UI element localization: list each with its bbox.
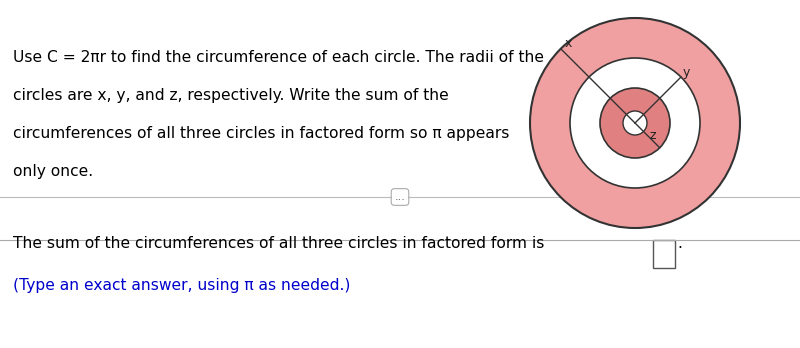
Text: circumferences of all three circles in factored form so π appears: circumferences of all three circles in f… (13, 126, 510, 141)
FancyBboxPatch shape (653, 240, 675, 268)
Text: only once.: only once. (13, 164, 93, 179)
Text: x: x (565, 37, 573, 50)
Circle shape (530, 18, 740, 228)
Text: circles are x, y, and z, respectively. Write the sum of the: circles are x, y, and z, respectively. W… (13, 88, 449, 103)
Circle shape (600, 88, 670, 158)
Text: Use C = 2πr to find the circumference of each circle. The radii of the: Use C = 2πr to find the circumference of… (13, 50, 544, 65)
Text: .: . (677, 236, 682, 251)
Text: ...: ... (394, 192, 406, 202)
Text: z: z (650, 129, 656, 142)
Text: (Type an exact answer, using π as needed.): (Type an exact answer, using π as needed… (13, 278, 350, 293)
Circle shape (623, 111, 647, 135)
Text: y: y (682, 65, 690, 79)
Text: The sum of the circumferences of all three circles in factored form is: The sum of the circumferences of all thr… (13, 236, 544, 251)
Circle shape (570, 58, 700, 188)
